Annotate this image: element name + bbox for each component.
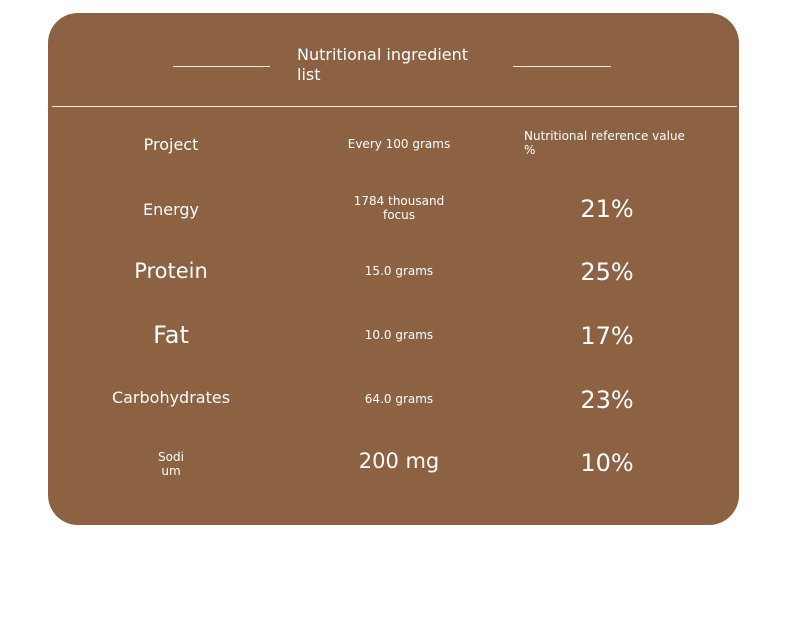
row-energy-name: Energy — [142, 200, 199, 219]
row-protein-name: Protein — [134, 259, 208, 283]
row-carbohydrates-amount: 64.0 grams — [364, 392, 434, 406]
row-protein-nrv: 25% — [580, 258, 634, 286]
header-project: Project — [143, 135, 199, 154]
header-nrv: Nutritional reference value % — [524, 129, 685, 157]
header-per-100g: Every 100 grams — [347, 137, 451, 151]
nutrition-card: Nutritional ingredient list Project Ever… — [48, 13, 739, 525]
row-sodium-name: Sodi um — [158, 450, 184, 478]
row-sodium-amount: 200 mg — [358, 449, 440, 473]
row-carbohydrates-nrv: 23% — [580, 386, 634, 414]
row-energy-nrv: 21% — [580, 195, 634, 223]
title-decor-line-right — [513, 66, 611, 67]
title-decor-line-left — [173, 66, 270, 67]
header-divider — [52, 106, 737, 107]
row-fat-name: Fat — [153, 321, 189, 349]
table-title: Nutritional ingredient list — [297, 45, 469, 84]
row-fat-amount: 10.0 grams — [364, 328, 434, 342]
row-energy-amount: 1784 thousand focus — [353, 194, 445, 222]
row-fat-nrv: 17% — [580, 322, 634, 350]
row-sodium-nrv: 10% — [580, 449, 634, 477]
row-carbohydrates-name: Carbohydrates — [111, 388, 231, 407]
row-protein-amount: 15.0 grams — [364, 264, 434, 278]
